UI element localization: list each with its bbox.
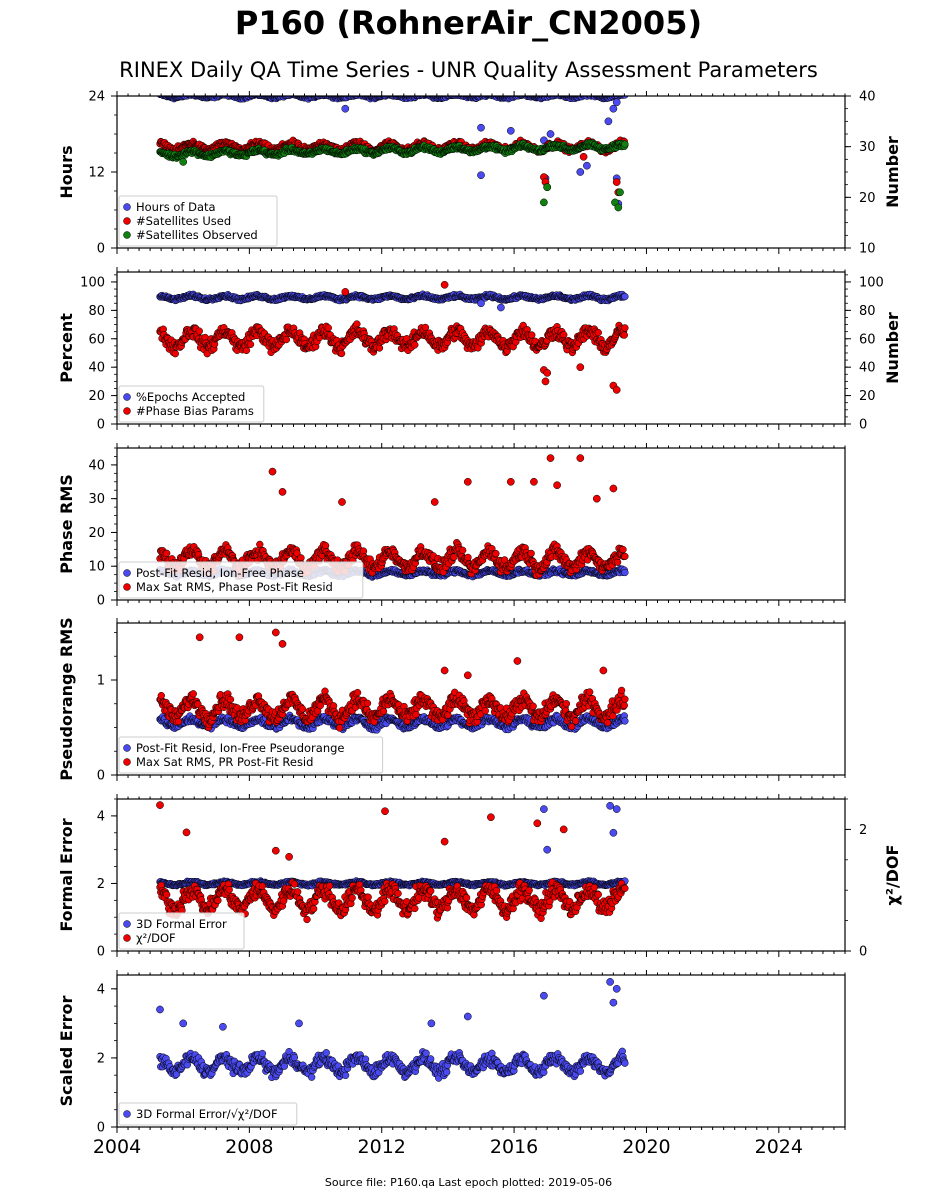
- legend-marker: [123, 203, 131, 211]
- y-tick-label: 40: [88, 361, 105, 376]
- y-tick-label: 0: [97, 242, 105, 257]
- data-point: [255, 96, 259, 97]
- legend-marker: [123, 407, 131, 415]
- y-tick-label: 0: [97, 418, 105, 433]
- data-point: [612, 386, 621, 394]
- y2-axis-label: Number: [883, 136, 902, 208]
- data-point: [583, 161, 591, 170]
- data-point: [621, 96, 629, 99]
- data-point: [477, 299, 485, 308]
- data-point: [353, 320, 361, 328]
- legend-label: #Satellites Used: [136, 214, 231, 228]
- data-point: [337, 349, 346, 358]
- y-tick-label: 80: [88, 304, 105, 319]
- data-point: [256, 540, 264, 549]
- y2-tick-label: 40: [859, 361, 876, 376]
- y2-tick-label: 20: [859, 191, 876, 206]
- y2-tick-label: 10: [859, 242, 876, 257]
- data-point: [540, 198, 548, 207]
- data-point: [609, 104, 618, 113]
- panel-1-markers: [156, 96, 629, 212]
- data-point: [341, 288, 350, 296]
- y-tick-label: 20: [88, 389, 105, 404]
- y-axis-label: Hours: [57, 145, 76, 198]
- data-point: [497, 303, 505, 312]
- data-point: [604, 117, 613, 126]
- data-point: [616, 188, 624, 197]
- data-point: [576, 363, 585, 372]
- data-point: [579, 152, 588, 161]
- data-point: [171, 350, 179, 358]
- data-point: [411, 341, 419, 349]
- data-point: [179, 158, 188, 166]
- y2-tick-label: 40: [859, 90, 876, 105]
- legend-label: #Phase Bias Params: [136, 404, 254, 418]
- y2-tick-label: 100: [859, 275, 884, 290]
- legend-box: [118, 195, 278, 247]
- y2-tick-label: 60: [859, 332, 876, 347]
- data-point: [359, 547, 368, 555]
- legend-label: Hours of Data: [136, 200, 216, 214]
- y-tick-label: 60: [88, 332, 105, 347]
- data-point: [246, 340, 255, 349]
- data-point: [287, 96, 292, 97]
- data-point: [546, 130, 555, 138]
- data-point: [620, 331, 628, 339]
- y-axis-label: Percent: [57, 313, 76, 383]
- data-point: [560, 331, 568, 339]
- legend-label: #Satellites Observed: [136, 228, 258, 242]
- y2-tick-label: 0: [859, 418, 867, 433]
- data-point: [576, 168, 585, 176]
- data-point: [621, 292, 629, 301]
- data-point: [528, 331, 536, 339]
- y2-tick-label: 30: [859, 140, 876, 155]
- data-point: [163, 549, 171, 557]
- data-point: [543, 183, 552, 192]
- legend-marker: [123, 217, 131, 225]
- y2-tick-label: 80: [859, 304, 876, 319]
- data-point: [477, 171, 485, 180]
- data-point: [324, 324, 332, 332]
- data-point: [621, 568, 629, 577]
- data-point: [297, 554, 305, 562]
- panel-2: 0 20 40 60 80 100 Percent 0 20 40 60 80 100 Number %Ep…: [57, 267, 902, 433]
- data-point: [421, 323, 430, 332]
- y-tick-label: 100: [80, 275, 105, 290]
- data-point: [541, 377, 550, 386]
- data-point: [621, 324, 629, 332]
- data-point: [321, 541, 330, 550]
- legend: %Epochs Accepted#Phase Bias Params: [118, 385, 265, 423]
- data-point: [440, 280, 449, 289]
- data-point: [282, 335, 291, 344]
- data-point: [621, 140, 629, 148]
- y-tick-label: 12: [88, 166, 105, 181]
- data-point: [242, 346, 251, 355]
- y-tick-label: 24: [88, 90, 105, 105]
- data-point: [594, 328, 602, 337]
- legend-marker: [123, 231, 131, 239]
- data-point: [477, 123, 485, 132]
- data-point: [506, 126, 515, 135]
- y2-axis-label: Number: [883, 312, 902, 384]
- panel-2-markers: [156, 280, 629, 394]
- chart-subtitle: RINEX Daily QA Time Series - UNR Quality…: [119, 58, 818, 82]
- y2-tick-label: 20: [859, 389, 876, 404]
- data-point: [543, 369, 552, 377]
- legend-label: %Epochs Accepted: [136, 390, 245, 404]
- legend: Hours of Data#Satellites Used#Satellites…: [118, 195, 278, 247]
- data-point: [195, 327, 203, 335]
- legend-marker: [123, 393, 131, 401]
- data-point: [341, 104, 350, 113]
- chart-title: P160 (RohnerAir_CN2005): [234, 4, 703, 42]
- data-point: [614, 203, 623, 212]
- data-point: [612, 178, 621, 186]
- data-point: [612, 98, 621, 107]
